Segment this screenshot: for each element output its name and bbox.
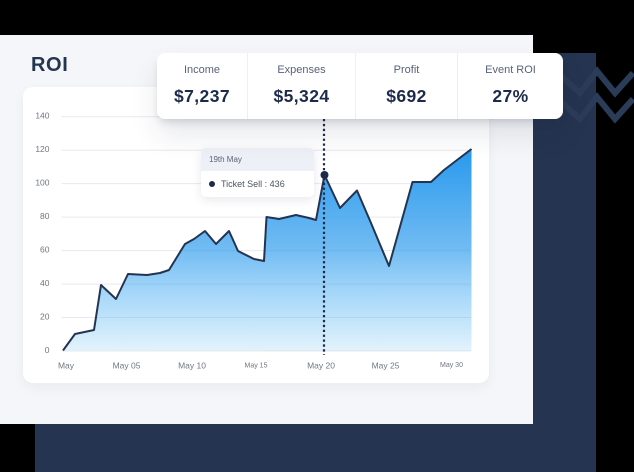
svg-text:60: 60 [40,244,50,254]
svg-text:20: 20 [40,311,50,321]
svg-text:0: 0 [45,345,50,355]
svg-text:80: 80 [40,211,50,221]
svg-text:May 20: May 20 [307,361,335,371]
svg-text:100: 100 [35,177,49,187]
svg-text:May 15: May 15 [245,363,268,370]
svg-text:140: 140 [35,111,49,121]
svg-text:120: 120 [35,144,49,154]
svg-text:May 05: May 05 [113,361,141,371]
svg-text:May 25: May 25 [372,361,400,371]
svg-text:May: May [58,361,75,371]
svg-text:40: 40 [40,278,50,288]
svg-text:May 10: May 10 [178,361,206,371]
svg-text:May 30: May 30 [440,362,463,369]
